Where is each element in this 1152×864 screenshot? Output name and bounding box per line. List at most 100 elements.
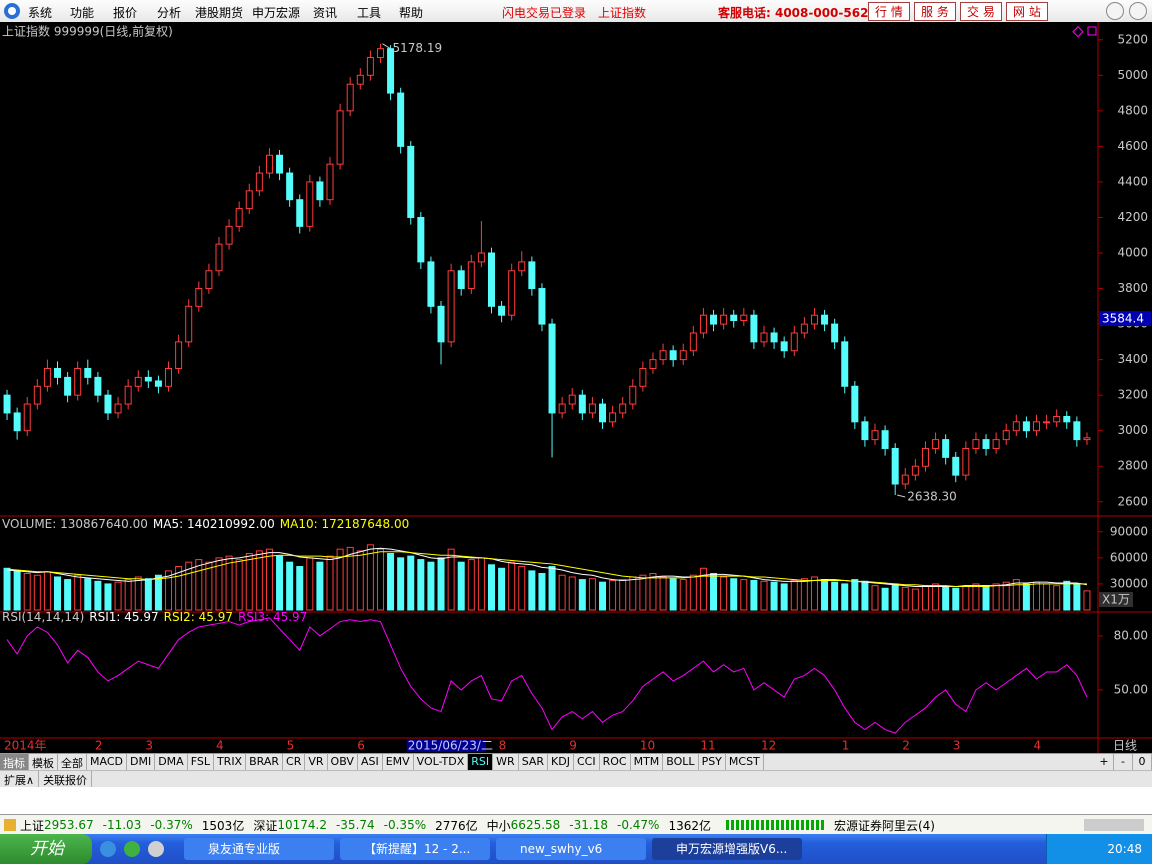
indicator-tab[interactable]: SAR — [519, 754, 549, 770]
window-button[interactable] — [1129, 2, 1147, 20]
task-button[interactable]: new_swhy_v6 — [496, 838, 646, 860]
volume-bar — [841, 583, 849, 611]
candle-body — [932, 439, 940, 449]
header-item: RSI1: 45.97 — [89, 610, 158, 624]
volume-bar — [417, 559, 425, 611]
menu-item[interactable]: 分析 — [157, 6, 182, 20]
candle-body — [165, 368, 173, 387]
x-tick-label: 1 — [842, 739, 850, 753]
candle-body — [881, 430, 889, 449]
candle-body — [286, 172, 294, 201]
candle-body — [265, 154, 273, 174]
volume-bar — [942, 586, 950, 611]
candle-body — [851, 385, 859, 423]
candle-body — [649, 359, 657, 370]
candle-body — [296, 199, 304, 227]
menu-button[interactable]: 行 情 — [868, 2, 910, 21]
menu-item[interactable]: 资讯 — [313, 6, 338, 20]
task-button[interactable]: 【新提醒】12 - 2... — [340, 838, 490, 860]
indicator-tab[interactable]: MACD — [87, 754, 127, 770]
sub-tab[interactable]: 扩展∧ — [0, 771, 40, 787]
menu-item[interactable]: 报价 — [113, 6, 138, 20]
menu-item[interactable]: 帮助 — [399, 6, 424, 20]
tab-control[interactable]: + — [1095, 754, 1114, 770]
tab[interactable]: 指标 — [0, 754, 29, 770]
task-button[interactable]: 泉友通专业版 — [184, 838, 334, 860]
volume-bar — [1053, 585, 1061, 611]
menu-item[interactable]: 申万宏源 — [252, 6, 301, 20]
menu-button[interactable]: 网 站 — [1006, 2, 1048, 21]
candle-body — [972, 439, 980, 449]
candle-body — [64, 376, 72, 396]
indicator-tab[interactable]: KDJ — [548, 754, 574, 770]
indicator-tab[interactable]: EMV — [383, 754, 414, 770]
header-item: MA5: 140210992.00 — [153, 517, 275, 531]
menu-item[interactable]: 系统 — [28, 6, 53, 20]
indicator-tab[interactable]: CCI — [574, 754, 600, 770]
indicator-tab[interactable]: DMA — [155, 754, 188, 770]
indicator-tab[interactable]: BOLL — [663, 754, 699, 770]
indicator-tab[interactable]: TRIX — [214, 754, 247, 770]
candle-body — [901, 474, 909, 485]
tab[interactable]: 模板 — [29, 754, 58, 770]
sub-tab[interactable]: 关联报价 — [39, 771, 93, 787]
menu-item[interactable]: 功能 — [70, 6, 95, 20]
y-tick-label: 2800 — [1117, 459, 1148, 473]
volume-bar — [306, 557, 314, 611]
candle-body — [659, 350, 667, 361]
indicator-tab[interactable]: VOL-TDX — [414, 754, 469, 770]
window-button[interactable] — [1106, 2, 1124, 20]
volume-bar — [1002, 581, 1010, 611]
candle-body — [1012, 421, 1020, 432]
quick-launch[interactable] — [100, 841, 116, 857]
y-tick-label: 4000 — [1117, 246, 1148, 260]
candle-body — [861, 421, 869, 441]
indicator-tab[interactable]: ASI — [358, 754, 383, 770]
volume-bar — [397, 557, 405, 611]
volume-bar — [124, 579, 132, 611]
indicator-tab[interactable]: VR — [305, 754, 328, 770]
volume-bar — [810, 576, 818, 611]
icon-square[interactable] — [1087, 26, 1097, 36]
candle-body — [770, 332, 778, 343]
indicator-tab[interactable]: BRAR — [246, 754, 284, 770]
tab-control[interactable]: - — [1114, 754, 1133, 770]
volume-bar — [972, 583, 980, 611]
icon-diamond[interactable] — [1072, 26, 1084, 38]
volume-bar — [588, 578, 596, 611]
status-item: 1503亿 — [201, 818, 245, 833]
status-item: -0.47% — [616, 818, 660, 832]
indicator-tab[interactable]: ROC — [600, 754, 631, 770]
indicator-tab[interactable]: DMI — [127, 754, 156, 770]
task-button[interactable]: 申万宏源增强版V6... — [652, 838, 802, 860]
menu-button[interactable]: 服 务 — [914, 2, 956, 21]
indicator-tab[interactable]: CR — [283, 754, 306, 770]
candle-body — [831, 323, 839, 343]
volume-bar — [255, 550, 263, 611]
menu-button[interactable]: 交 易 — [960, 2, 1002, 21]
y-tick-label: 5000 — [1117, 68, 1148, 82]
indicator-tab[interactable]: WR — [493, 754, 519, 770]
indicator-tab[interactable]: MTM — [631, 754, 664, 770]
volume-bar — [43, 571, 51, 611]
candle-body — [134, 376, 142, 387]
indicator-tab[interactable]: OBV — [328, 754, 358, 770]
start-button[interactable]: 开始 — [0, 834, 92, 864]
candle-body — [276, 154, 284, 174]
menu-item[interactable]: 港股期货 — [195, 6, 244, 20]
indicator-tab[interactable]: MCST — [726, 754, 764, 770]
tab-control[interactable]: 0 — [1133, 754, 1152, 770]
candle-body — [154, 380, 162, 387]
indicator-tab[interactable]: RSI — [468, 754, 494, 770]
tab[interactable]: 全部 — [58, 754, 87, 770]
candle-body — [841, 341, 849, 387]
candle-body — [508, 270, 516, 316]
indicator-tab[interactable]: PSY — [699, 754, 726, 770]
indicator-tab[interactable]: FSL — [188, 754, 214, 770]
volume-bar — [235, 559, 243, 611]
unit-label: X1万 — [1102, 593, 1130, 607]
quick-launch[interactable] — [124, 841, 140, 857]
menu-item[interactable]: 工具 — [357, 6, 382, 20]
quick-launch[interactable] — [148, 841, 164, 857]
volume-bar — [215, 557, 223, 611]
